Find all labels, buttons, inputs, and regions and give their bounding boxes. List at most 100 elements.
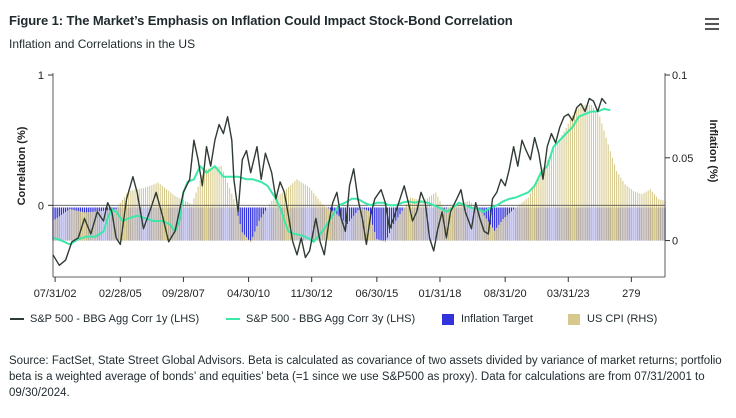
legend-swatch-corr-1y xyxy=(10,318,24,320)
inflation-target-bar xyxy=(245,207,248,241)
cpi-bar xyxy=(227,182,229,241)
cpi-bar xyxy=(256,226,258,241)
cpi-bar xyxy=(603,130,605,241)
cpi-bar xyxy=(157,182,159,241)
cpi-bar xyxy=(479,210,481,241)
cpi-bar xyxy=(527,197,529,241)
cpi-bar xyxy=(454,204,456,241)
cpi-bar xyxy=(485,218,487,241)
cpi-bar xyxy=(370,217,372,241)
cpi-bar xyxy=(254,231,256,241)
cpi-bar xyxy=(422,200,424,241)
x-tick-label: 04/30/10 xyxy=(227,288,270,300)
cpi-bar xyxy=(605,137,607,241)
cpi-bar xyxy=(548,156,550,241)
cpi-bar xyxy=(582,104,584,241)
cpi-bar xyxy=(635,191,637,241)
cpi-bar xyxy=(189,203,191,241)
cpi-bar xyxy=(651,191,653,241)
cpi-bar xyxy=(544,163,546,241)
cpi-bar xyxy=(441,204,443,241)
cpi-bar xyxy=(384,240,386,243)
cpi-bar xyxy=(266,207,269,241)
legend-item-inflation-target[interactable]: Inflation Target xyxy=(442,313,533,325)
legend-swatch-us-cpi xyxy=(568,313,580,325)
legend-item-us-cpi[interactable]: US CPI (RHS) xyxy=(568,313,657,325)
cpi-bar xyxy=(542,167,544,241)
inflation-target-bar xyxy=(243,207,246,241)
cpi-bar xyxy=(237,215,239,241)
cpi-bar xyxy=(77,211,79,241)
cpi-bar xyxy=(262,214,264,241)
inflation-target-bar xyxy=(372,207,374,241)
cpi-bar xyxy=(386,237,388,241)
cpi-bar xyxy=(245,237,248,241)
cpi-bar xyxy=(330,209,332,241)
cpi-bar xyxy=(559,138,561,241)
cpi-bar xyxy=(151,185,153,241)
cpi-bar xyxy=(159,184,161,241)
cpi-bar xyxy=(332,211,334,241)
cpi-bar xyxy=(391,228,393,241)
cpi-bar xyxy=(626,185,628,241)
legend-item-corr-3y[interactable]: S&P 500 - BBG Agg Corr 3y (LHS) xyxy=(226,313,415,325)
cpi-bar xyxy=(115,209,117,241)
cpi-bar xyxy=(521,202,523,241)
cpi-bar xyxy=(445,208,447,241)
cpi-bar xyxy=(269,204,271,241)
cpi-bar xyxy=(132,190,134,241)
cpi-bar xyxy=(462,202,464,241)
corr-1y-line xyxy=(52,97,607,266)
cpi-bar xyxy=(224,177,226,241)
cpi-bar xyxy=(464,201,466,241)
cpi-bar xyxy=(323,205,325,241)
legend-label-us-cpi: US CPI (RHS) xyxy=(587,313,658,325)
left-tick-label: 1 xyxy=(38,70,44,82)
cpi-bar xyxy=(163,187,165,241)
cpi-bar xyxy=(388,233,391,241)
cpi-bar xyxy=(128,190,130,241)
cpi-bar xyxy=(550,153,552,241)
right-tick-label: 0.1 xyxy=(672,70,687,82)
cpi-bar xyxy=(111,209,113,241)
cpi-bar xyxy=(199,180,201,241)
x-tick-label: 279 xyxy=(622,288,640,300)
cpi-bar xyxy=(460,203,462,241)
cpi-bar xyxy=(649,189,651,241)
cpi-bar xyxy=(130,190,132,241)
cpi-bar xyxy=(126,193,128,241)
cpi-bar xyxy=(180,198,182,241)
cpi-bar xyxy=(292,183,294,241)
cpi-bar xyxy=(428,196,430,241)
cpi-bar xyxy=(574,111,576,241)
cpi-bar xyxy=(290,185,292,241)
cpi-bar xyxy=(576,109,578,241)
cpi-bar xyxy=(584,104,586,241)
cpi-bar xyxy=(418,199,420,241)
cpi-bar xyxy=(172,194,174,241)
cpi-bar xyxy=(456,204,458,241)
inflation-target-bar xyxy=(376,207,378,241)
cpi-bar xyxy=(191,204,193,241)
cpi-bar xyxy=(431,195,433,241)
cpi-bar xyxy=(273,199,275,241)
cpi-bar xyxy=(117,206,119,241)
cpi-bar xyxy=(513,209,515,241)
inflation-target-bar xyxy=(489,207,492,241)
cpi-bar xyxy=(555,145,557,241)
legend-label-corr-1y: S&P 500 - BBG Agg Corr 1y (LHS) xyxy=(30,313,200,325)
cpi-bar xyxy=(365,209,367,241)
cpi-bar xyxy=(174,195,176,241)
cpi-bar xyxy=(58,216,60,241)
cpi-bar xyxy=(504,217,506,241)
cpi-bar xyxy=(578,108,580,241)
cpi-bar xyxy=(515,207,517,241)
cpi-bar xyxy=(630,189,632,241)
cpi-bar xyxy=(628,187,630,241)
chart-subtitle: Inflation and Correlations in the US xyxy=(9,37,196,51)
legend-item-corr-1y[interactable]: S&P 500 - BBG Agg Corr 1y (LHS) xyxy=(10,313,199,325)
inflation-target-bar xyxy=(254,207,256,241)
legend-swatch-corr-3y xyxy=(226,318,240,320)
cpi-bar xyxy=(357,210,359,241)
hamburger-menu-icon[interactable] xyxy=(703,16,721,32)
